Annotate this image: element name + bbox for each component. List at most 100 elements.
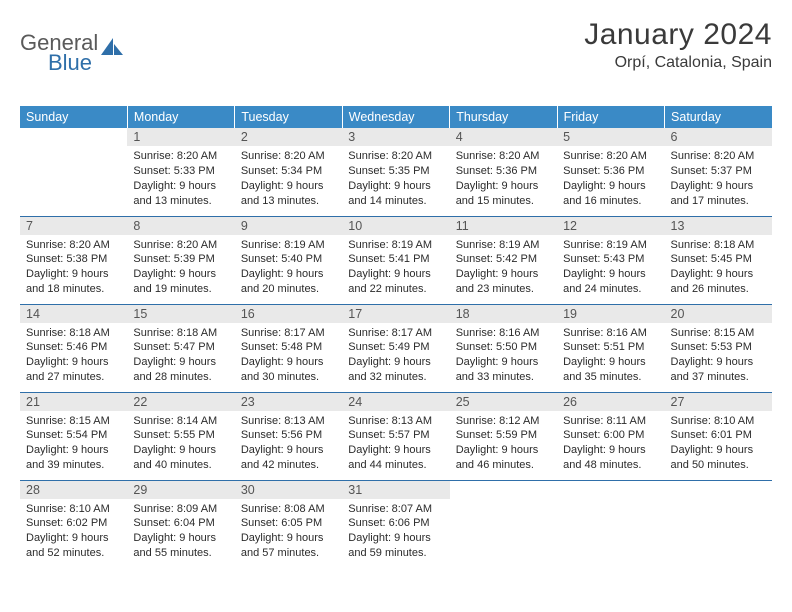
sunset-text: Sunset: 5:53 PM <box>671 340 766 355</box>
calendar-table: Sunday Monday Tuesday Wednesday Thursday… <box>20 106 772 568</box>
day-cell <box>20 128 127 216</box>
sunset-text: Sunset: 5:45 PM <box>671 252 766 267</box>
day-body: Sunrise: 8:09 AMSunset: 6:04 PMDaylight:… <box>127 499 234 561</box>
sunrise-text: Sunrise: 8:20 AM <box>241 149 336 164</box>
day-body: Sunrise: 8:12 AMSunset: 5:59 PMDaylight:… <box>450 411 557 473</box>
day-body: Sunrise: 8:17 AMSunset: 5:48 PMDaylight:… <box>235 323 342 385</box>
daylight-text: Daylight: 9 hours and 15 minutes. <box>456 179 551 209</box>
sunset-text: Sunset: 5:35 PM <box>348 164 443 179</box>
sunset-text: Sunset: 5:46 PM <box>26 340 121 355</box>
day-header-thu: Thursday <box>450 106 557 128</box>
day-cell: 27Sunrise: 8:10 AMSunset: 6:01 PMDayligh… <box>665 392 772 480</box>
sunrise-text: Sunrise: 8:19 AM <box>456 238 551 253</box>
daylight-text: Daylight: 9 hours and 13 minutes. <box>133 179 228 209</box>
sunrise-text: Sunrise: 8:10 AM <box>671 414 766 429</box>
sunrise-text: Sunrise: 8:17 AM <box>348 326 443 341</box>
day-body: Sunrise: 8:08 AMSunset: 6:05 PMDaylight:… <box>235 499 342 561</box>
day-cell: 16Sunrise: 8:17 AMSunset: 5:48 PMDayligh… <box>235 304 342 392</box>
day-cell: 6Sunrise: 8:20 AMSunset: 5:37 PMDaylight… <box>665 128 772 216</box>
day-number: 20 <box>665 305 772 323</box>
day-header-wed: Wednesday <box>342 106 449 128</box>
day-body: Sunrise: 8:11 AMSunset: 6:00 PMDaylight:… <box>557 411 664 473</box>
day-number: 13 <box>665 217 772 235</box>
daylight-text: Daylight: 9 hours and 52 minutes. <box>26 531 121 561</box>
daylight-text: Daylight: 9 hours and 55 minutes. <box>133 531 228 561</box>
day-header-fri: Friday <box>557 106 664 128</box>
day-number: 10 <box>342 217 449 235</box>
day-cell: 18Sunrise: 8:16 AMSunset: 5:50 PMDayligh… <box>450 304 557 392</box>
day-number: 27 <box>665 393 772 411</box>
day-number: 11 <box>450 217 557 235</box>
day-body: Sunrise: 8:20 AMSunset: 5:34 PMDaylight:… <box>235 146 342 208</box>
day-cell <box>665 480 772 568</box>
day-number <box>665 481 772 499</box>
day-cell: 7Sunrise: 8:20 AMSunset: 5:38 PMDaylight… <box>20 216 127 304</box>
day-number: 25 <box>450 393 557 411</box>
day-number: 7 <box>20 217 127 235</box>
daylight-text: Daylight: 9 hours and 16 minutes. <box>563 179 658 209</box>
day-number: 12 <box>557 217 664 235</box>
header: General January 2024 Orpí, Catalonia, Sp… <box>20 18 772 72</box>
sunset-text: Sunset: 5:36 PM <box>456 164 551 179</box>
day-number: 4 <box>450 128 557 146</box>
day-number: 23 <box>235 393 342 411</box>
day-cell: 15Sunrise: 8:18 AMSunset: 5:47 PMDayligh… <box>127 304 234 392</box>
day-number <box>557 481 664 499</box>
sunset-text: Sunset: 5:34 PM <box>241 164 336 179</box>
sunrise-text: Sunrise: 8:07 AM <box>348 502 443 517</box>
sunrise-text: Sunrise: 8:12 AM <box>456 414 551 429</box>
sunrise-text: Sunrise: 8:08 AM <box>241 502 336 517</box>
day-number: 16 <box>235 305 342 323</box>
day-cell: 4Sunrise: 8:20 AMSunset: 5:36 PMDaylight… <box>450 128 557 216</box>
sunset-text: Sunset: 5:43 PM <box>563 252 658 267</box>
day-body: Sunrise: 8:20 AMSunset: 5:35 PMDaylight:… <box>342 146 449 208</box>
sunset-text: Sunset: 6:06 PM <box>348 516 443 531</box>
day-cell: 14Sunrise: 8:18 AMSunset: 5:46 PMDayligh… <box>20 304 127 392</box>
daylight-text: Daylight: 9 hours and 26 minutes. <box>671 267 766 297</box>
day-number: 19 <box>557 305 664 323</box>
sunrise-text: Sunrise: 8:18 AM <box>671 238 766 253</box>
sunset-text: Sunset: 5:49 PM <box>348 340 443 355</box>
day-header-sat: Saturday <box>665 106 772 128</box>
day-body: Sunrise: 8:19 AMSunset: 5:40 PMDaylight:… <box>235 235 342 297</box>
day-cell: 24Sunrise: 8:13 AMSunset: 5:57 PMDayligh… <box>342 392 449 480</box>
week-row: 1Sunrise: 8:20 AMSunset: 5:33 PMDaylight… <box>20 128 772 216</box>
sunrise-text: Sunrise: 8:13 AM <box>348 414 443 429</box>
day-cell: 5Sunrise: 8:20 AMSunset: 5:36 PMDaylight… <box>557 128 664 216</box>
sunrise-text: Sunrise: 8:15 AM <box>671 326 766 341</box>
sunrise-text: Sunrise: 8:20 AM <box>26 238 121 253</box>
day-cell: 8Sunrise: 8:20 AMSunset: 5:39 PMDaylight… <box>127 216 234 304</box>
sunset-text: Sunset: 5:50 PM <box>456 340 551 355</box>
daylight-text: Daylight: 9 hours and 23 minutes. <box>456 267 551 297</box>
day-number: 17 <box>342 305 449 323</box>
week-row: 28Sunrise: 8:10 AMSunset: 6:02 PMDayligh… <box>20 480 772 568</box>
day-number <box>20 128 127 146</box>
day-body: Sunrise: 8:16 AMSunset: 5:51 PMDaylight:… <box>557 323 664 385</box>
day-header-sun: Sunday <box>20 106 127 128</box>
sunrise-text: Sunrise: 8:20 AM <box>133 238 228 253</box>
day-cell <box>557 480 664 568</box>
day-cell: 3Sunrise: 8:20 AMSunset: 5:35 PMDaylight… <box>342 128 449 216</box>
sunset-text: Sunset: 6:00 PM <box>563 428 658 443</box>
month-title: January 2024 <box>584 18 772 52</box>
day-body: Sunrise: 8:15 AMSunset: 5:53 PMDaylight:… <box>665 323 772 385</box>
sunrise-text: Sunrise: 8:20 AM <box>671 149 766 164</box>
sunrise-text: Sunrise: 8:11 AM <box>563 414 658 429</box>
sunset-text: Sunset: 5:39 PM <box>133 252 228 267</box>
sunset-text: Sunset: 5:54 PM <box>26 428 121 443</box>
day-header-tue: Tuesday <box>235 106 342 128</box>
day-cell: 17Sunrise: 8:17 AMSunset: 5:49 PMDayligh… <box>342 304 449 392</box>
sunrise-text: Sunrise: 8:18 AM <box>133 326 228 341</box>
day-cell: 26Sunrise: 8:11 AMSunset: 6:00 PMDayligh… <box>557 392 664 480</box>
sunrise-text: Sunrise: 8:20 AM <box>133 149 228 164</box>
day-body: Sunrise: 8:19 AMSunset: 5:41 PMDaylight:… <box>342 235 449 297</box>
week-row: 7Sunrise: 8:20 AMSunset: 5:38 PMDaylight… <box>20 216 772 304</box>
sunset-text: Sunset: 5:38 PM <box>26 252 121 267</box>
day-cell: 11Sunrise: 8:19 AMSunset: 5:42 PMDayligh… <box>450 216 557 304</box>
day-number: 31 <box>342 481 449 499</box>
day-number: 21 <box>20 393 127 411</box>
day-cell: 10Sunrise: 8:19 AMSunset: 5:41 PMDayligh… <box>342 216 449 304</box>
sunrise-text: Sunrise: 8:17 AM <box>241 326 336 341</box>
day-body: Sunrise: 8:13 AMSunset: 5:57 PMDaylight:… <box>342 411 449 473</box>
daylight-text: Daylight: 9 hours and 57 minutes. <box>241 531 336 561</box>
